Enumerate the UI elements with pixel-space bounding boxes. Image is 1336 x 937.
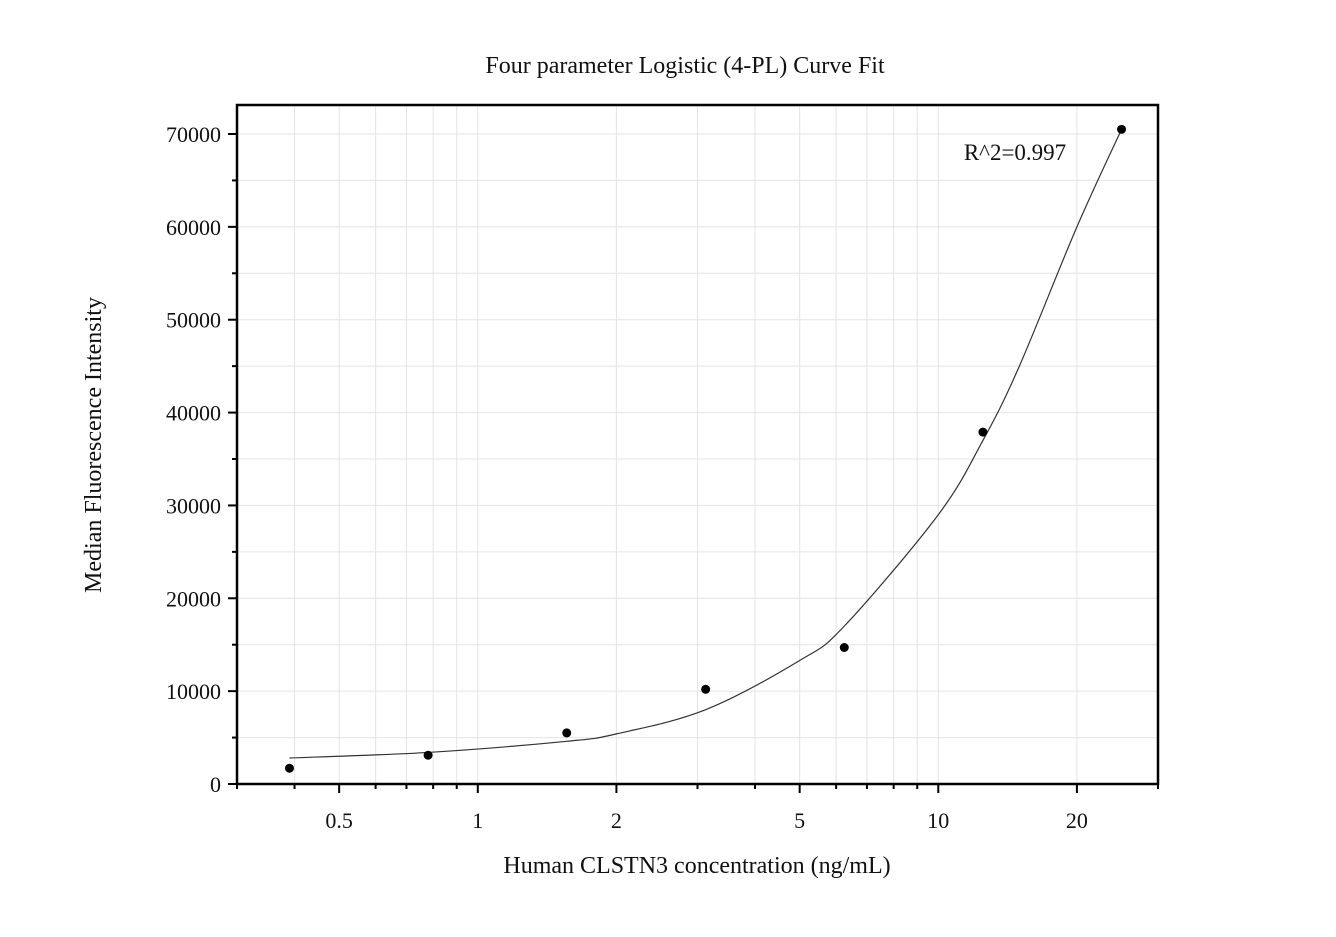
data-point xyxy=(978,427,988,437)
y-tick-label: 60000 xyxy=(166,215,221,240)
data-points xyxy=(284,124,1127,773)
y-tick-labels: 0 10000 20000 30000 40000 50000 60000 70000 xyxy=(166,122,221,797)
r-squared-annotation: R^2=0.997 xyxy=(964,140,1066,165)
data-point xyxy=(701,684,711,694)
data-point xyxy=(839,643,849,652)
data-point xyxy=(562,728,572,738)
x-tick-label: 10 xyxy=(927,808,949,833)
chart-title: Four parameter Logistic (4-PL) Curve Fit xyxy=(485,53,885,79)
fit-curve xyxy=(289,129,1123,759)
y-tick-label: 20000 xyxy=(166,586,221,611)
x-tick-label: 1 xyxy=(472,808,483,833)
x-tick-labels: 0.5 1 2 5 10 20 xyxy=(325,808,1087,833)
axis-ticks xyxy=(228,133,1159,793)
y-tick-label: 0 xyxy=(210,772,221,797)
data-point xyxy=(423,750,433,760)
y-axis-label: Median Fluorescence Intensity xyxy=(81,297,107,593)
x-tick-label: 5 xyxy=(794,808,805,833)
data-point xyxy=(284,763,294,773)
y-tick-label: 70000 xyxy=(166,122,221,147)
x-tick-label: 20 xyxy=(1066,808,1088,833)
y-tick-label: 40000 xyxy=(166,401,221,426)
fit-curve-layer xyxy=(289,129,1123,759)
x-tick-label: 2 xyxy=(611,808,622,833)
y-tick-label: 10000 xyxy=(166,679,221,704)
grid xyxy=(236,105,1159,785)
x-tick-label: 0.5 xyxy=(325,808,353,833)
y-tick-label: 30000 xyxy=(166,493,221,518)
data-point xyxy=(1117,124,1127,134)
x-axis-label: Human CLSTN3 concentration (ng/mL) xyxy=(503,853,890,879)
y-tick-label: 50000 xyxy=(166,308,221,333)
